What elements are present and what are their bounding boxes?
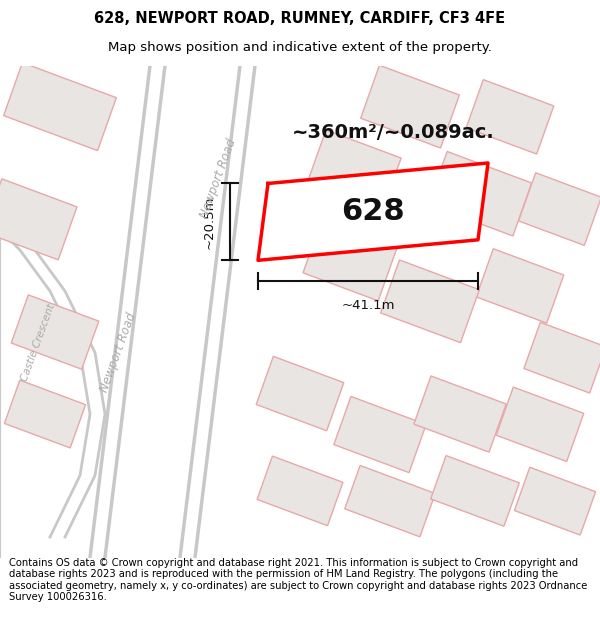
Text: Map shows position and indicative extent of the property.: Map shows position and indicative extent… — [108, 41, 492, 54]
Polygon shape — [11, 295, 99, 369]
Text: Contains OS data © Crown copyright and database right 2021. This information is : Contains OS data © Crown copyright and d… — [9, 558, 587, 602]
Polygon shape — [4, 62, 116, 151]
Polygon shape — [258, 163, 488, 261]
Text: 628: 628 — [341, 197, 405, 226]
Polygon shape — [514, 468, 596, 535]
Text: Newport Road: Newport Road — [197, 137, 238, 220]
Polygon shape — [0, 179, 77, 260]
Text: ~360m²/~0.089ac.: ~360m²/~0.089ac. — [292, 122, 494, 142]
Polygon shape — [524, 322, 600, 393]
Polygon shape — [380, 260, 479, 343]
Polygon shape — [303, 220, 397, 301]
Polygon shape — [309, 130, 401, 206]
Text: Castle Crescent: Castle Crescent — [19, 302, 56, 382]
Polygon shape — [334, 396, 426, 472]
Polygon shape — [496, 387, 584, 461]
Text: 628, NEWPORT ROAD, RUMNEY, CARDIFF, CF3 4FE: 628, NEWPORT ROAD, RUMNEY, CARDIFF, CF3 … — [94, 11, 506, 26]
Polygon shape — [345, 466, 435, 537]
Text: ~41.1m: ~41.1m — [341, 299, 395, 312]
Polygon shape — [466, 79, 554, 154]
Polygon shape — [428, 151, 532, 236]
Polygon shape — [257, 456, 343, 526]
Polygon shape — [476, 249, 564, 323]
Polygon shape — [431, 456, 520, 526]
Polygon shape — [518, 173, 600, 246]
Polygon shape — [256, 356, 344, 431]
Text: Newport Road: Newport Road — [98, 311, 139, 394]
Text: ~20.5m: ~20.5m — [203, 195, 216, 249]
Polygon shape — [4, 380, 86, 448]
Polygon shape — [361, 65, 460, 148]
Polygon shape — [414, 376, 506, 452]
